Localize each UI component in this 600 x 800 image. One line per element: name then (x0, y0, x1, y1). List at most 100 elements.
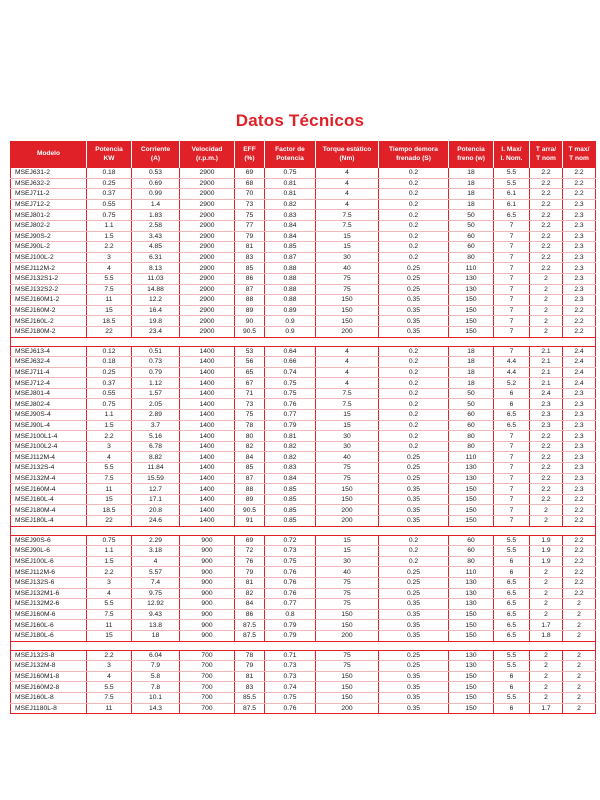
cell-factor_potencia: 0.66 (264, 356, 316, 368)
cell-factor_potencia: 0.81 (264, 177, 316, 190)
table-row[interactable]: MSEJ132S-8 2.2 6.04 700 78 0.71 75 0.25 130 5.5 2 2 (10, 649, 596, 662)
cell-velocidad_rpm: 2900 (179, 325, 235, 338)
cell-velocidad_rpm: 900 (179, 576, 235, 589)
cell-velocidad_rpm: 900 (179, 555, 235, 568)
cell-factor_potencia: 0.85 (264, 504, 316, 516)
cell-factor_potencia: 0.85 (264, 241, 316, 253)
table-row[interactable]: MSEJ180M-4 18.5 20.8 1400 90.5 0.85 200 0.35 150… (10, 504, 596, 516)
table-row[interactable]: MSEJ711-4 0.25 0.79 1400 65 0.74 4 0.2 18 4.4 2.1 2… (10, 366, 596, 379)
column-header-tmax_tnom[interactable]: T max/T nom (562, 141, 596, 168)
cell-modelo: MSEJ160M1-2 (10, 294, 87, 306)
column-header-modelo[interactable]: Modelo (10, 141, 87, 168)
table-row[interactable]: MSEJ631-2 0.18 0.53 2900 69 0.75 4 0.2 18 5.5 2.2 2… (10, 167, 596, 179)
cell-potencia_freno_w: 150 (448, 504, 494, 516)
cell-modelo: MSEJ100L2-4 (10, 440, 87, 453)
table-row[interactable]: MSEJ802-4 0.75 2.05 1400 73 0.76 7.5 0.2 50 6 2.3 2… (10, 398, 596, 411)
table-row[interactable]: MSEJ100L-2 3 6.31 2900 83 0.87 30 0.2 80 7 2.2 2.3 (10, 251, 596, 264)
cell-tiempo_demora_frenado_s: 0.35 (378, 691, 449, 704)
cell-velocidad_rpm: 700 (179, 691, 235, 704)
cell-eff_pct: 85 (234, 262, 265, 274)
column-header-potencia_freno_w[interactable]: Potencia freno (w) (448, 141, 494, 168)
column-header-imax_inom[interactable]: I. Max/I. Nom. (493, 141, 530, 168)
table-row[interactable]: MSEJ90S-2 1.5 3.43 2900 79 0.84 15 0.2 60 7 2.2 2.3 (10, 230, 596, 243)
table-row[interactable]: MSEJ90L-6 1.1 3.18 900 72 0.73 15 0.2 60 5.5 1.9 2.… (10, 545, 596, 557)
table-row[interactable]: MSEJ160L-4 15 17.1 1400 89 0.85 150 0.35 150 7 2.2… (10, 493, 596, 506)
table-row[interactable]: MSEJ160M1-2 11 12.2 2900 88 0.88 150 0.35 150 7 2 2… (10, 294, 596, 306)
cell-torque_estatico_nm: 4 (315, 366, 379, 379)
cell-imax_inom: 7 (493, 262, 530, 274)
table-row[interactable]: MSEJ132M2-6 5.5 12.92 900 84 0.77 75 0.35 130 6.5… (10, 598, 596, 610)
table-row[interactable]: MSEJ132S1-2 5.5 11.03 2900 86 0.88 75 0.25 130 7 2… (10, 272, 596, 285)
table-row[interactable]: MSEJ90S-4 1.1 2.89 1400 75 0.77 15 0.2 60 6.5 2.3 2… (10, 409, 596, 421)
column-header-eff_pct[interactable]: EFF (%) (234, 141, 265, 168)
table-row[interactable]: MSEJ160M-4 11 12.7 1400 88 0.85 150 0.35 150 7 2.2… (10, 483, 596, 495)
column-header-tarr_tnom[interactable]: T arra/T nom (529, 141, 563, 168)
cell-tmax_tnom: 2.3 (562, 440, 596, 453)
table-row[interactable]: MSEJ632-2 0.25 0.69 2900 68 0.81 4 0.2 18 5.5 2.2 2… (10, 177, 596, 190)
table-row[interactable]: MSEJ801-2 0.75 1.83 2900 75 0.83 7.5 0.2 50 6.5 2.… (10, 209, 596, 221)
column-header-factor_potencia[interactable]: Factor de Potencia (264, 141, 316, 168)
cell-imax_inom: 7 (493, 219, 530, 232)
column-header-line: Potencia (95, 146, 123, 154)
column-header-corriente_a[interactable]: Corriente (A) (131, 141, 180, 168)
cell-modelo: MSEJ631-2 (10, 167, 87, 179)
column-header-line: Velocidad (191, 146, 223, 154)
table-row[interactable]: MSEJ100L2-4 3 6.78 1400 82 0.82 30 0.2 80 7 2.2 2.3 (10, 440, 596, 453)
cell-potencia_kw: 0.37 (86, 377, 132, 389)
cell-potencia_freno_w: 150 (448, 608, 494, 621)
cell-eff_pct: 90.5 (234, 504, 265, 516)
cell-tmax_tnom: 2.2 (562, 325, 596, 338)
table-row[interactable]: MSEJ712-2 0.55 1.4 2900 73 0.82 4 0.2 18 6.1 2.2 2.… (10, 198, 596, 211)
cell-velocidad_rpm: 2900 (179, 251, 235, 264)
table-row[interactable]: MSEJ112M-4 4 8.82 1400 84 0.82 40 0.25 110 7 2.2 2.… (10, 451, 596, 464)
cell-tiempo_demora_frenado_s: 0.2 (378, 345, 449, 358)
table-row[interactable]: MSEJ160L-6 11 13.8 900 87.5 0.79 150 0.35 150 6.5… (10, 619, 596, 631)
table-row[interactable]: MSEJ712-4 0.37 1.12 1400 67 0.75 4 0.2 18 5.2 2.1 2… (10, 377, 596, 389)
table-row[interactable]: MSEJ160L-2 18.5 19.8 2900 90 0.9 150 0.35 150 7 2 2… (10, 315, 596, 327)
cell-potencia_kw: 0.18 (86, 167, 132, 179)
table-row[interactable]: MSEJ160M-2 15 16.4 2900 89 0.89 150 0.35 150 7 2 2.… (10, 304, 596, 317)
table-row[interactable]: MSEJ801-4 0.55 1.57 1400 71 0.75 7.5 0.2 50 6 2.4 2… (10, 387, 596, 400)
table-row[interactable]: MSEJ711-2 0.37 0.99 2900 70 0.81 4 0.2 18 6.1 2.2 2… (10, 188, 596, 200)
table-row[interactable]: MSEJ160L-8 7.5 10.1 700 85.5 0.75 150 0.35 150 5.… (10, 691, 596, 704)
table-row[interactable]: MSEJ90L-2 2.2 4.85 2900 81 0.85 15 0.2 60 7 2.2 2.3 (10, 241, 596, 253)
cell-tiempo_demora_frenado_s: 0.35 (378, 629, 449, 642)
table-row[interactable]: MSEJ90L-4 1.5 3.7 1400 78 0.79 15 0.2 60 6.5 2.3 2.… (10, 419, 596, 432)
table-row[interactable]: MSEJ180M-2 22 23.4 2900 90.5 0.9 200 0.35 150 7 2 2… (10, 325, 596, 338)
cell-tiempo_demora_frenado_s: 0.2 (378, 377, 449, 389)
table-row[interactable]: MSEJ180L-4 22 24.6 1400 91 0.85 200 0.35 150 7 2 2.… (10, 515, 596, 527)
cell-factor_potencia: 0.76 (264, 702, 316, 715)
table-row[interactable]: MSEJ132S-6 3 7.4 900 81 0.76 75 0.25 130 6.5 2 2.2 (10, 576, 596, 589)
cell-factor_potencia: 0.79 (264, 629, 316, 642)
table-row[interactable]: MSEJ160M2-8 5.5 7.8 700 83 0.74 150 0.35 150 6 2 2 (10, 681, 596, 693)
table-row[interactable]: MSEJ112M-6 2.2 5.57 900 79 0.76 40 0.25 110 6 2 2.2 (10, 566, 596, 578)
table-row[interactable]: MSEJ160M-6 7.5 9.43 900 86 0.8 150 0.35 150 6.5 2 2 (10, 608, 596, 621)
table-row[interactable]: MSEJ132S-4 5.5 11.84 1400 85 0.83 75 0.25 130 7 2.… (10, 462, 596, 474)
cell-modelo: MSEJ90L-2 (10, 241, 87, 253)
column-header-line: T arra/ (535, 146, 557, 154)
table-row[interactable]: MSEJ1180L-8 11 14.3 700 87.5 0.76 200 0.35 150 6 1… (10, 702, 596, 715)
table-row[interactable]: MSEJ802-2 1.1 2.58 2900 77 0.84 7.5 0.2 50 7 2.2 2.… (10, 219, 596, 232)
cell-factor_potencia: 0.74 (264, 366, 316, 379)
column-header-velocidad_rpm[interactable]: Velocidad (r.p.m.) (179, 141, 235, 168)
table-row[interactable]: MSEJ132S2-2 7.5 14.88 2900 87 0.88 75 0.25 130 7 2… (10, 283, 596, 296)
column-header-tiempo_demora_frenado_s[interactable]: Tiempo demora frenado (S) (378, 141, 449, 168)
table-row[interactable]: MSEJ132M-8 3 7.9 700 79 0.73 75 0.25 130 5.5 2 2 (10, 660, 596, 672)
table-row[interactable]: MSEJ100L-6 1.5 4 900 76 0.75 30 0.2 80 6 1.9 2.2 (10, 555, 596, 568)
table-row[interactable]: MSEJ632-4 0.18 0.73 1400 56 0.66 4 0.2 18 4.4 2.1 2… (10, 356, 596, 368)
table-row[interactable]: MSEJ132M-4 7.5 15.59 1400 87 0.84 75 0.25 130 7 2.… (10, 472, 596, 485)
cell-modelo: MSEJ632-4 (10, 356, 87, 368)
table-row[interactable]: MSEJ100L1-4 2.2 5.16 1400 80 0.81 30 0.2 80 7 2.2 2… (10, 430, 596, 442)
table-row[interactable]: MSEJ90S-6 0.75 2.29 900 69 0.72 15 0.2 60 5.5 1.9 2… (10, 534, 596, 547)
cell-velocidad_rpm: 2900 (179, 241, 235, 253)
table-row[interactable]: MSEJ160M1-8 4 5.8 700 81 0.73 150 0.35 150 6 2 2 (10, 670, 596, 683)
table-row[interactable]: MSEJ180L-6 15 18 900 87.5 0.79 200 0.35 150 6.5 1.… (10, 629, 596, 642)
column-header-torque_estatico_nm[interactable]: Torque estático (Nm) (315, 141, 379, 168)
table-row[interactable]: MSEJ613-4 0.12 0.51 1400 53 0.64 4 0.2 18 7 2.1 2.4 (10, 345, 596, 358)
cell-eff_pct: 79 (234, 566, 265, 578)
cell-tiempo_demora_frenado_s: 0.25 (378, 451, 449, 464)
cell-tarr_tnom: 2 (529, 598, 563, 610)
table-row[interactable]: MSEJ112M-2 4 8.13 2900 85 0.88 40 0.25 110 7 2.2 2.… (10, 262, 596, 274)
table-row[interactable]: MSEJ132M1-6 4 9.75 900 82 0.76 75 0.25 130 6.5 2 2.… (10, 587, 596, 600)
column-header-potencia_kw[interactable]: Potencia KW (86, 141, 132, 168)
